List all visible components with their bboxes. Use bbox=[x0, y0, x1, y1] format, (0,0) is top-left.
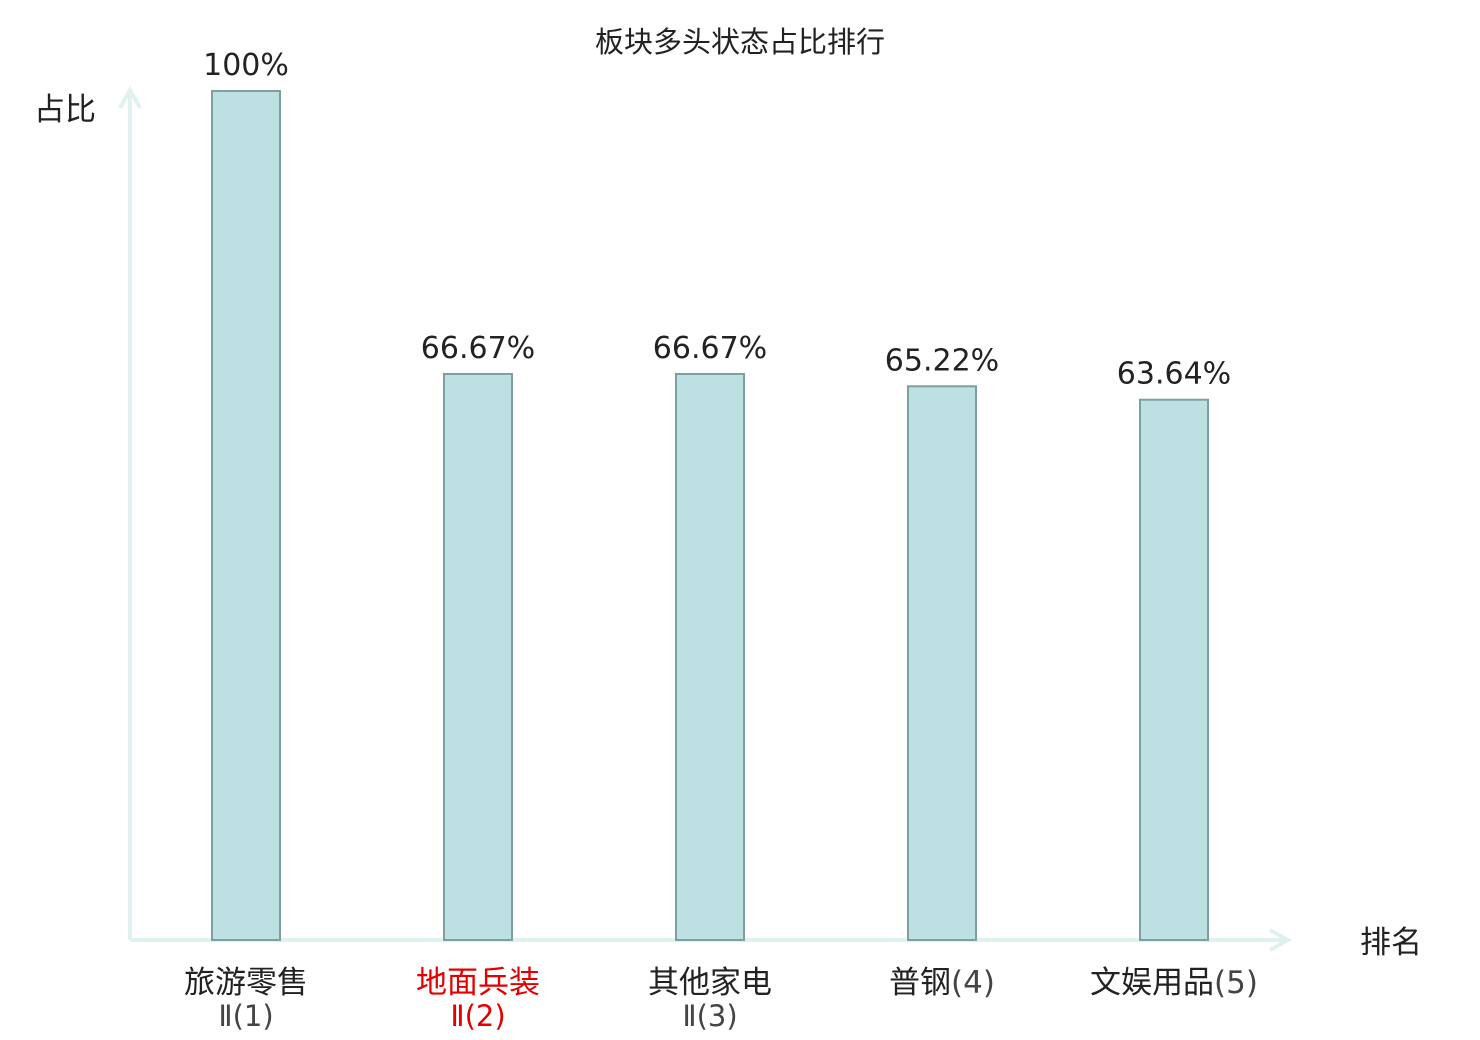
x-tick-name: 普钢 bbox=[889, 965, 951, 1001]
x-tick-suffix: (4) bbox=[951, 965, 995, 1001]
bar bbox=[675, 372, 745, 942]
x-axis-arrow bbox=[1269, 928, 1293, 952]
x-tick-name: 地面兵装 bbox=[416, 965, 540, 1001]
bar bbox=[211, 90, 281, 941]
x-tick-label: 地面兵装 bbox=[416, 965, 540, 1001]
data-label: 66.67% bbox=[653, 331, 767, 366]
x-axis-label: 排名 bbox=[1360, 925, 1422, 961]
y-axis-label: 占比 bbox=[34, 92, 96, 128]
data-label: 100% bbox=[203, 48, 289, 83]
bar bbox=[907, 385, 977, 941]
x-tick-label: 其他家电 bbox=[648, 965, 772, 1001]
bar bbox=[443, 372, 513, 942]
x-tick-suffix: Ⅱ(3) bbox=[682, 999, 737, 1033]
data-label: 63.64% bbox=[1117, 357, 1231, 392]
bars-group bbox=[211, 90, 1209, 942]
value-labels-group: 100% 66.67% 66.67% 65.22% 63.64% bbox=[203, 48, 1231, 392]
data-label: 66.67% bbox=[421, 331, 535, 366]
data-label: 65.22% bbox=[885, 343, 999, 378]
x-tick-label: 文娱用品(5) bbox=[1090, 965, 1258, 1001]
x-tick-label: 普钢(4) bbox=[889, 965, 995, 1001]
x-tick-name: 旅游零售 bbox=[184, 965, 308, 1001]
x-tick-name: 其他家电 bbox=[648, 965, 772, 1001]
x-tick-suffix: (5) bbox=[1214, 965, 1258, 1001]
x-tick-suffix: Ⅱ(1) bbox=[218, 999, 273, 1033]
x-tick-suffix: Ⅱ(2) bbox=[450, 999, 505, 1033]
x-tick-label: 旅游零售 bbox=[184, 965, 308, 1001]
y-axis-arrow bbox=[118, 85, 142, 109]
chart-title: 板块多头状态占比排行 bbox=[595, 25, 885, 59]
x-tick-name: 文娱用品 bbox=[1090, 965, 1214, 1001]
bar bbox=[1139, 398, 1209, 941]
